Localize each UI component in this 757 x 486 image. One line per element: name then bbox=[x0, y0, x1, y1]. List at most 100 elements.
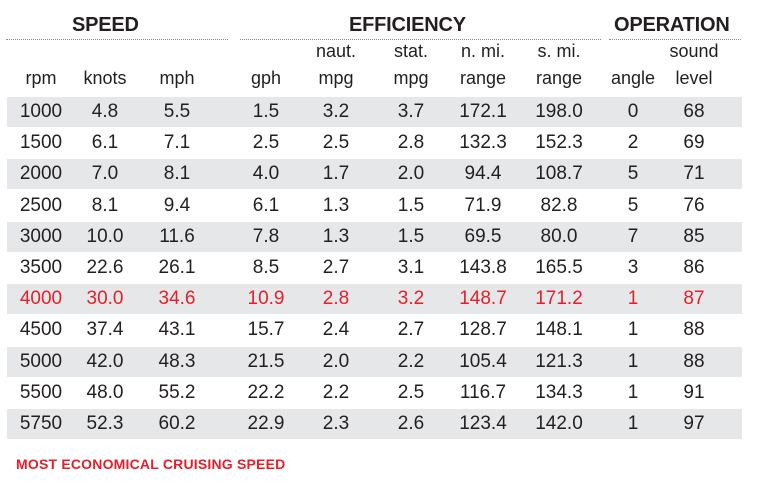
cell-sound: 88 bbox=[683, 350, 705, 372]
cell-naut-mpg: 3.2 bbox=[322, 101, 350, 122]
table-row: 1000 4.8 5.5 1.5 3.2 3.7 172.1 198.0 0 68 bbox=[7, 97, 742, 127]
cell-sound: 91 bbox=[683, 381, 705, 403]
header-rpm-bottom: rpm bbox=[25, 68, 57, 88]
cell-mph: 26.1 bbox=[158, 257, 196, 278]
cell-rpm: 5000 bbox=[19, 350, 63, 372]
cell-mph: 43.1 bbox=[158, 319, 196, 341]
cell-sound: 88 bbox=[683, 319, 705, 341]
cell-rpm: 2500 bbox=[19, 194, 63, 216]
cell-knots: 7.0 bbox=[91, 163, 119, 185]
cell-gph: 7.8 bbox=[252, 225, 280, 247]
cell-stat-mpg: 3.2 bbox=[397, 288, 425, 310]
group-title-operation: OPERATION bbox=[614, 14, 730, 36]
cell-nmi-range: 148.7 bbox=[459, 288, 507, 310]
cell-mph: 60.2 bbox=[158, 413, 196, 434]
cell-sound: 87 bbox=[683, 288, 705, 310]
cell-stat-mpg: 2.8 bbox=[397, 132, 425, 154]
cell-angle: 7 bbox=[627, 225, 639, 247]
cell-mph: 7.1 bbox=[163, 132, 191, 154]
table-row: 1500 6.1 7.1 2.5 2.5 2.8 132.3 152.3 2 69 bbox=[7, 128, 742, 158]
cell-naut-mpg: 2.8 bbox=[322, 288, 350, 310]
cell-nmi-range: 94.4 bbox=[464, 163, 502, 185]
cell-rpm: 4000 bbox=[19, 288, 63, 310]
cell-rpm: 5500 bbox=[19, 381, 63, 403]
header-gph-bottom: gph bbox=[250, 68, 282, 88]
cell-stat-mpg: 2.0 bbox=[397, 163, 425, 185]
efficiency-rule bbox=[240, 39, 601, 40]
header-knots-bottom: knots bbox=[83, 68, 127, 88]
cell-nmi-range: 172.1 bbox=[459, 101, 507, 122]
cell-mph: 55.2 bbox=[158, 381, 196, 403]
header-mph-bottom: mph bbox=[159, 68, 195, 88]
cell-knots: 4.8 bbox=[91, 101, 119, 122]
cell-naut-mpg: 1.3 bbox=[322, 194, 350, 216]
cell-angle: 5 bbox=[627, 194, 639, 216]
cell-nmi-range: 105.4 bbox=[459, 350, 507, 372]
cell-sound: 71 bbox=[683, 163, 705, 185]
cell-naut-mpg: 2.0 bbox=[322, 350, 350, 372]
cell-angle: 1 bbox=[627, 319, 639, 341]
cell-mph: 34.6 bbox=[158, 288, 196, 310]
cell-knots: 8.1 bbox=[91, 194, 119, 216]
cell-gph: 1.5 bbox=[252, 101, 280, 122]
cell-angle: 3 bbox=[627, 257, 639, 278]
cell-smi-range: 165.5 bbox=[535, 257, 583, 278]
header-sound-top: sound bbox=[669, 41, 719, 61]
cell-nmi-range: 143.8 bbox=[459, 257, 507, 278]
cell-sound: 76 bbox=[683, 194, 705, 216]
cell-gph: 4.0 bbox=[252, 163, 280, 185]
cell-stat-mpg: 1.5 bbox=[397, 194, 425, 216]
cell-stat-mpg: 2.5 bbox=[397, 381, 425, 403]
cell-sound: 86 bbox=[683, 257, 705, 278]
cell-knots: 6.1 bbox=[91, 132, 119, 154]
header-sound-bottom: level bbox=[675, 68, 713, 88]
cell-mph: 11.6 bbox=[159, 225, 195, 247]
cell-mph: 8.1 bbox=[163, 163, 191, 185]
cell-gph: 15.7 bbox=[247, 319, 285, 341]
cell-naut-mpg: 2.4 bbox=[322, 319, 350, 341]
cell-naut-mpg: 2.3 bbox=[322, 413, 350, 434]
cell-naut-mpg: 2.7 bbox=[322, 257, 350, 278]
cell-gph: 6.1 bbox=[252, 194, 280, 216]
cell-stat-mpg: 2.6 bbox=[397, 413, 425, 434]
table-row: 5750 52.3 60.2 22.9 2.3 2.6 123.4 142.0 1 97 bbox=[7, 409, 742, 439]
cell-angle: 2 bbox=[627, 132, 639, 154]
speed-rule bbox=[6, 39, 228, 40]
header-naut-mpg-bottom: mpg bbox=[318, 68, 354, 88]
table-row: 2000 7.0 8.1 4.0 1.7 2.0 94.4 108.7 5 71 bbox=[7, 159, 742, 190]
cell-nmi-range: 69.5 bbox=[464, 225, 502, 247]
cell-sound: 97 bbox=[683, 413, 705, 434]
cell-angle: 1 bbox=[627, 413, 639, 434]
group-title-speed: SPEED bbox=[72, 14, 139, 36]
cell-sound: 69 bbox=[683, 132, 705, 154]
cell-rpm: 1000 bbox=[19, 101, 63, 122]
cell-gph: 22.9 bbox=[247, 413, 285, 434]
cell-nmi-range: 116.7 bbox=[459, 381, 507, 403]
header-stat-mpg-top: stat. bbox=[393, 41, 429, 61]
cell-rpm: 3500 bbox=[19, 257, 63, 278]
header-stat-mpg-bottom: mpg bbox=[393, 68, 429, 88]
cell-rpm: 2000 bbox=[19, 163, 63, 185]
cell-rpm: 1500 bbox=[19, 132, 63, 154]
cell-rpm: 4500 bbox=[19, 319, 63, 341]
cell-stat-mpg: 2.2 bbox=[397, 350, 425, 372]
cell-knots: 48.0 bbox=[86, 381, 124, 403]
cell-knots: 22.6 bbox=[86, 257, 124, 278]
cell-knots: 10.0 bbox=[86, 225, 124, 247]
cell-gph: 2.5 bbox=[252, 132, 280, 154]
cell-naut-mpg: 2.5 bbox=[322, 132, 350, 154]
cell-rpm: 5750 bbox=[19, 413, 63, 434]
cell-smi-range: 142.0 bbox=[535, 413, 583, 434]
cell-stat-mpg: 1.5 bbox=[397, 225, 425, 247]
header-angle-bottom: angle bbox=[610, 68, 656, 88]
cell-angle: 1 bbox=[627, 350, 639, 372]
cell-sound: 85 bbox=[683, 225, 705, 247]
cell-rpm: 3000 bbox=[19, 225, 63, 247]
cell-smi-range: 82.8 bbox=[540, 194, 578, 216]
cell-stat-mpg: 2.7 bbox=[397, 319, 425, 341]
footnote: MOST ECONOMICAL CRUISING SPEED bbox=[16, 456, 286, 472]
cell-nmi-range: 132.3 bbox=[459, 132, 507, 154]
cell-angle: 0 bbox=[627, 101, 639, 122]
table-row: 4500 37.4 43.1 15.7 2.4 2.7 128.7 148.1 1 88 bbox=[7, 315, 742, 345]
cell-smi-range: 134.3 bbox=[535, 381, 583, 403]
